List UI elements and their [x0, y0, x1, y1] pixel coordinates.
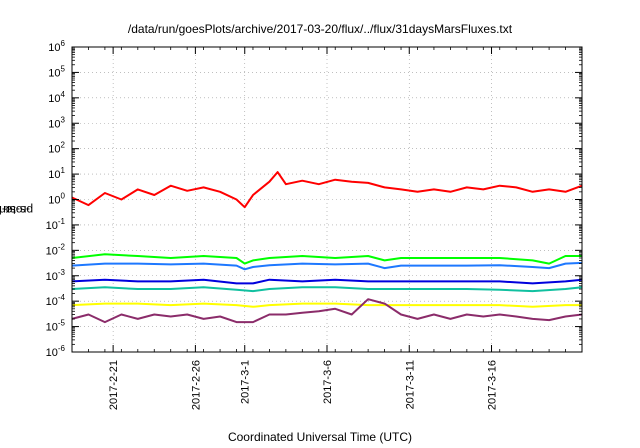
y-tick-exponent: 5	[61, 64, 66, 73]
series-line-6	[71, 298, 583, 324]
y-tick-exponent: 2	[61, 141, 66, 150]
series-line-5	[71, 302, 582, 308]
x-tick-label: 2017-3-1	[240, 360, 252, 404]
y-tick-base: 10	[46, 322, 58, 334]
x-axis-label: Coordinated Universal Time (UTC)	[227, 430, 413, 444]
grid	[72, 47, 582, 352]
series-line-4	[71, 286, 583, 293]
y-tick-label: 100	[48, 192, 65, 207]
y-axis-label-suffix: -s-sr-MeV	[0, 203, 30, 218]
y-tick-base: 10	[46, 271, 58, 283]
y-tick-exponent: -2	[58, 242, 66, 251]
y-tick-exponent: 6	[61, 39, 66, 48]
y-tick-label: 10-2	[46, 242, 66, 257]
y-tick-base: 10	[48, 118, 60, 130]
y-tick-base: 10	[46, 296, 58, 308]
y-tick-label: 103	[48, 115, 65, 130]
y-tick-exponent: -6	[58, 344, 66, 353]
x-tick-label: 2017-3-6	[322, 360, 334, 404]
y-tick-exponent: 1	[61, 166, 66, 175]
y-tick-label: 101	[48, 166, 65, 181]
y-tick-label: 105	[48, 64, 65, 79]
series-line-1	[71, 253, 582, 265]
y-tick-base: 10	[48, 144, 60, 156]
y-tick-base: 10	[46, 347, 58, 359]
y-tick-base: 10	[48, 67, 60, 79]
x-tick-label: 2017-2-21	[108, 360, 120, 410]
y-tick-exponent: 4	[61, 90, 66, 99]
axes: 10-610-510-410-310-210-11001011021031041…	[46, 39, 582, 410]
x-tick-label: 2017-3-16	[487, 360, 499, 410]
y-tick-exponent: -3	[58, 268, 66, 277]
y-tick-base: 10	[48, 169, 60, 181]
y-tick-exponent: 3	[61, 115, 66, 124]
y-tick-exponent: -5	[58, 319, 66, 328]
y-tick-label: 104	[48, 90, 65, 105]
y-tick-label: 10-3	[46, 268, 66, 283]
y-tick-label: 10-5	[46, 319, 66, 334]
y-tick-label: 106	[48, 39, 65, 54]
y-tick-label: 10-1	[46, 217, 66, 232]
chart-title: /data/run/goesPlots/archive/2017-03-20/f…	[127, 22, 513, 36]
y-tick-label: 102	[48, 141, 65, 156]
y-tick-base: 10	[48, 42, 60, 54]
y-tick-exponent: -4	[58, 293, 66, 302]
y-tick-exponent: 0	[61, 192, 66, 201]
y-tick-label: 10-4	[46, 293, 66, 308]
y-tick-base: 10	[48, 195, 60, 207]
x-tick-label: 2017-2-26	[190, 360, 202, 410]
y-tick-base: 10	[48, 93, 60, 105]
y-tick-label: 10-6	[46, 344, 66, 359]
y-tick-base: 10	[46, 245, 58, 257]
series-line-3	[71, 278, 583, 285]
series-line-2	[71, 261, 583, 271]
series-line-0	[71, 171, 583, 209]
series-layer	[71, 171, 583, 324]
y-tick-exponent: -1	[58, 217, 66, 226]
x-tick-label: 2017-3-11	[404, 360, 416, 409]
y-tick-base: 10	[46, 220, 58, 232]
